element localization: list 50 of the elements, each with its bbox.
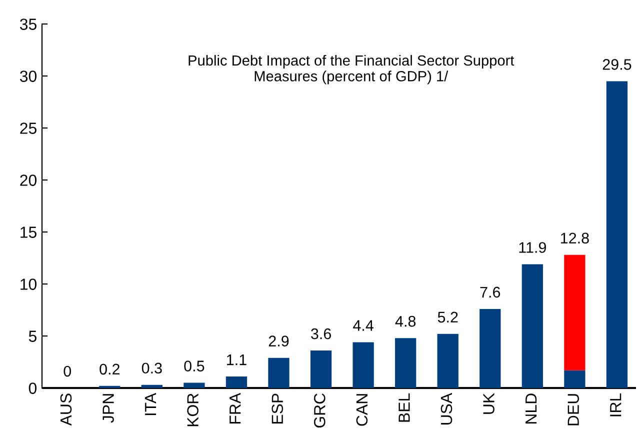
- x-tick-label: KOR: [187, 394, 198, 426]
- x-tick-label: DEU: [568, 394, 579, 426]
- bar: [141, 384, 162, 388]
- x-tick-label: NLD: [526, 394, 537, 424]
- y-tick-label: 10: [20, 278, 37, 290]
- y-tick-label: 15: [20, 226, 36, 238]
- bar: [606, 81, 628, 388]
- x-tick-label: JPN: [102, 394, 114, 423]
- x-tick-label: ESP: [272, 394, 284, 424]
- bar: [268, 358, 290, 388]
- bar: [522, 264, 543, 388]
- total-label: 0.3: [142, 362, 162, 374]
- bar: [352, 342, 374, 388]
- total-label: 4.4: [353, 320, 374, 331]
- bar: [395, 338, 416, 388]
- total-label: 11.9: [519, 242, 546, 253]
- text: Public Debt Impact of the Financial Sector Support Measures (percent of GDP) 1/: [188, 54, 514, 84]
- bar: [184, 382, 205, 388]
- bar: [564, 254, 586, 370]
- total-label: 0.5: [184, 360, 204, 372]
- x-tick-label: ITA: [145, 392, 156, 416]
- bar: [310, 350, 332, 388]
- x-tick-label: BEL: [398, 393, 410, 422]
- bar: [564, 370, 586, 388]
- bar: [437, 334, 458, 388]
- total-label: 3.6: [310, 328, 331, 340]
- x-tick-label: USA: [440, 392, 452, 424]
- total-label: 0.2: [100, 364, 120, 375]
- total-label: 29.5: [602, 59, 632, 70]
- y-tick-label: 35: [20, 18, 36, 30]
- y-tick-label: 0: [28, 382, 37, 394]
- y-tick-label: 5: [28, 330, 36, 342]
- total-label: 2.9: [268, 336, 289, 346]
- x-tick-label: AUS: [60, 394, 72, 426]
- total-label: 1.1: [227, 354, 246, 366]
- y-tick-label: 25: [20, 122, 36, 134]
- y-tick-label: 20: [20, 174, 37, 186]
- x-tick-label: CAN: [356, 394, 368, 426]
- y-tick-label: 30: [20, 70, 37, 82]
- bar: [480, 308, 501, 388]
- x-tick-label: FRA: [230, 392, 241, 424]
- x-tick-label: GRC: [314, 393, 326, 428]
- bar: [226, 376, 248, 388]
- total-label: 7.6: [480, 286, 500, 298]
- x-tick-label: UK: [483, 393, 494, 414]
- total-label: 0: [64, 366, 72, 377]
- total-label: 4.8: [395, 316, 416, 327]
- total-label: 12.8: [560, 232, 589, 244]
- total-label: 5.2: [438, 312, 458, 323]
- x-tick-label: IRL: [610, 393, 622, 416]
